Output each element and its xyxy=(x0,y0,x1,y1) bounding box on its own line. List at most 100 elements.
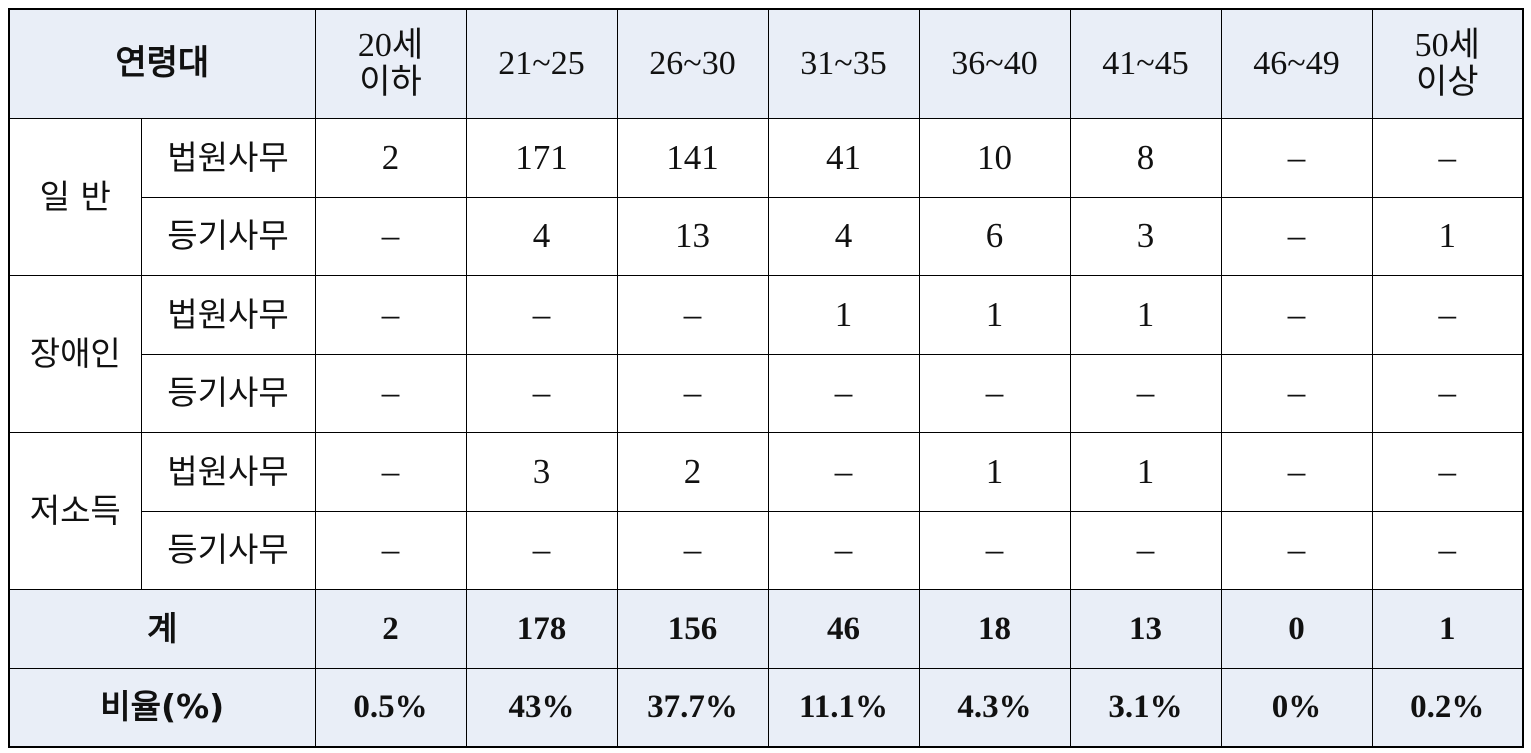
header-cell: 26~30 xyxy=(616,8,769,119)
header-cell: 36~40 xyxy=(918,8,1071,119)
cell: 3 xyxy=(1069,196,1222,276)
data-row: 저소득 법원사무 –3 2–1 1– – xyxy=(8,432,1524,590)
cell: 8 xyxy=(1069,118,1222,198)
row-type: 법원사무 xyxy=(140,432,316,512)
header-cell: 21~25 xyxy=(465,8,618,119)
cell: – xyxy=(465,510,618,590)
cell: 141 xyxy=(616,118,769,198)
cell: – xyxy=(1371,353,1524,433)
cell: – xyxy=(767,353,920,433)
data-row: 등기사무 –4 13 4 6 3–1 xyxy=(9,196,1524,276)
cell: – xyxy=(616,510,769,590)
total-row: 계 2 178 156 46 18 13 0 1 xyxy=(8,589,1524,669)
total-cell: 2 xyxy=(314,589,467,669)
row-type: 등기사무 xyxy=(140,353,316,433)
cell: 3 xyxy=(465,432,618,512)
row-type: 법원사무 xyxy=(140,118,316,198)
header-cell: 20세 이하 xyxy=(314,8,467,119)
group-label: 일 반 xyxy=(8,118,142,276)
cell: – xyxy=(314,353,467,433)
cell: 1 xyxy=(767,275,920,355)
cell: – xyxy=(918,510,1071,590)
cell: 4 xyxy=(465,196,618,276)
header-cell: 46~49 xyxy=(1220,8,1373,119)
header-cell: 41~45 xyxy=(1069,8,1222,119)
cell: 171 xyxy=(465,118,618,198)
age-table: 연령대 20세 이하 21~25 26~30 31~35 36~40 41~45 46~49 50… xyxy=(8,8,1524,748)
cell: – xyxy=(1069,510,1222,590)
cell: – xyxy=(1371,432,1524,512)
data-row: 등기사무 – – – – – – – – xyxy=(9,510,1524,590)
total-cell: 46 xyxy=(767,589,920,669)
ratio-cell: 0% xyxy=(1220,667,1373,748)
cell: – xyxy=(465,353,618,433)
cell: – xyxy=(1220,196,1373,276)
cell: 6 xyxy=(918,196,1071,276)
cell: – xyxy=(1371,510,1524,590)
ratio-cell: 4.3% xyxy=(918,667,1071,748)
cell: – xyxy=(616,353,769,433)
cell: – xyxy=(1220,275,1373,355)
cell: – xyxy=(1220,432,1373,512)
total-cell: 1 xyxy=(1371,589,1524,669)
data-row: 일 반 법원사무 2 171 141 41 10 8– – xyxy=(8,118,1524,276)
ratio-cell: 37.7% xyxy=(616,667,769,748)
header-row: 연령대 20세 이하 21~25 26~30 31~35 36~40 41~45 46~49 50… xyxy=(8,8,1524,119)
row-type: 법원사무 xyxy=(140,275,316,355)
cell: – xyxy=(465,275,618,355)
cell: 2 xyxy=(616,432,769,512)
cell: 1 xyxy=(1371,196,1524,276)
data-row: 등기사무 – – – – – – – – xyxy=(9,353,1524,433)
cell: – xyxy=(1069,353,1222,433)
cell: 4 xyxy=(767,196,920,276)
total-cell: 178 xyxy=(465,589,618,669)
cell: – xyxy=(767,510,920,590)
cell: – xyxy=(1220,353,1373,433)
cell: – xyxy=(1220,510,1373,590)
ratio-cell: 11.1% xyxy=(767,667,920,748)
cell: – xyxy=(314,275,467,355)
data-row: 장애인 법원사무 – – –1 1 1– – xyxy=(8,275,1524,433)
ratio-cell: 0.5% xyxy=(314,667,467,748)
cell: 1 xyxy=(918,275,1071,355)
cell: – xyxy=(314,510,467,590)
header-line: 이하 xyxy=(359,64,422,101)
row-type: 등기사무 xyxy=(140,196,316,276)
cell: – xyxy=(616,275,769,355)
total-label: 계 xyxy=(8,589,316,669)
header-line: 이상 xyxy=(1415,64,1479,101)
ratio-label: 비율(%) xyxy=(8,667,316,748)
cell: 41 xyxy=(767,118,920,198)
total-cell: 13 xyxy=(1069,589,1222,669)
cell: – xyxy=(918,353,1071,433)
cell: 1 xyxy=(918,432,1071,512)
ratio-cell: 0.2% xyxy=(1371,667,1524,748)
total-cell: 18 xyxy=(918,589,1071,669)
header-line: 20세 xyxy=(357,26,424,64)
row-type: 등기사무 xyxy=(140,510,316,590)
cell: – xyxy=(314,196,467,276)
cell: – xyxy=(1220,118,1373,198)
cell: – xyxy=(1371,118,1524,198)
table-body: 연령대 20세 이하 21~25 26~30 31~35 36~40 41~45 46~49 50… xyxy=(8,8,1524,748)
table-wrap: 연령대 20세 이하 21~25 26~30 31~35 36~40 41~45 46~49 50… xyxy=(8,8,1524,748)
cell: – xyxy=(1371,275,1524,355)
header-line: 50세 xyxy=(1414,26,1480,64)
cell: – xyxy=(767,432,920,512)
cell: 1 xyxy=(1069,275,1222,355)
group-label: 저소득 xyxy=(8,432,142,590)
cell: 1 xyxy=(1069,432,1222,512)
header-cell: 31~35 xyxy=(767,8,920,119)
ratio-row: 비율(%) 0.5% 43% 37.7% 11.1% 4.3% 3.1% 0% 0.2% xyxy=(8,667,1524,748)
header-cell: 50세 이상 xyxy=(1371,8,1524,119)
cell: – xyxy=(314,432,467,512)
group-label: 장애인 xyxy=(8,275,142,433)
cell: 13 xyxy=(616,196,769,276)
cell: 2 xyxy=(314,118,467,198)
ratio-cell: 3.1% xyxy=(1069,667,1222,748)
cell: 10 xyxy=(918,118,1071,198)
total-cell: 156 xyxy=(616,589,769,669)
ratio-cell: 43% xyxy=(465,667,618,748)
total-cell: 0 xyxy=(1220,589,1373,669)
